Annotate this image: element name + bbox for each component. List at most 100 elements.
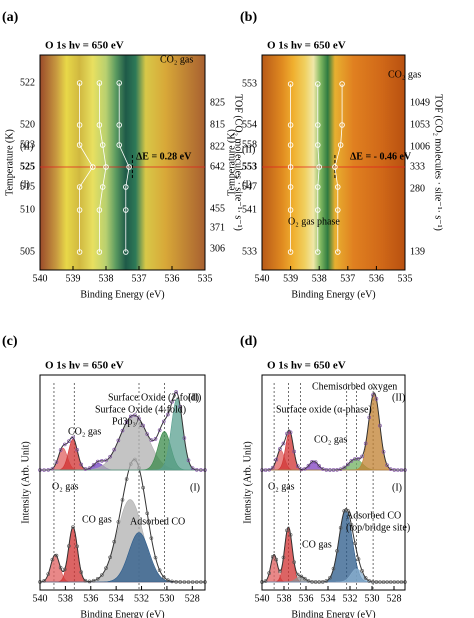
spectrum-point <box>182 436 187 440</box>
spectrum-point <box>360 569 364 573</box>
spectrum-point <box>100 459 104 463</box>
x-tick-label: 537 <box>340 273 355 284</box>
annotation: CO₂ gas <box>388 69 421 80</box>
spectrum-point <box>112 447 117 452</box>
spectrum-point <box>374 580 379 584</box>
spectrum-point <box>174 580 178 584</box>
trace-point <box>315 81 321 87</box>
spectrum-point <box>270 554 275 559</box>
spectrum-point <box>263 468 268 472</box>
spectrum-point <box>313 460 318 464</box>
spectrum-point <box>100 573 104 577</box>
y-tick-label: 533 <box>242 246 257 257</box>
y-tick-label: 505 <box>20 246 35 257</box>
y-tick-label: 547 <box>242 181 257 192</box>
trace-point <box>339 81 345 87</box>
spectrum-point <box>178 580 183 584</box>
trace-point <box>116 142 122 148</box>
annotation: O₂ gas phase <box>288 216 340 227</box>
spectrum-point <box>174 390 178 394</box>
annotation: Surface oxide (α-phase) <box>276 404 372 415</box>
annotation: (top/bridge site) <box>346 522 410 533</box>
trace-point <box>76 122 83 128</box>
x-tick-label: 530 <box>365 593 380 604</box>
trace-line <box>79 83 94 252</box>
y-axis-label: Temperature (K) <box>4 129 15 196</box>
spectrum-point <box>274 457 279 462</box>
x-tick-label: 536 <box>369 273 384 284</box>
spectrum-point <box>42 468 46 472</box>
y-tick-label: 520 <box>20 119 35 130</box>
spectrum-point <box>399 468 404 472</box>
trace-point <box>96 122 103 128</box>
x-tick-label: 534 <box>109 593 124 604</box>
spectrum-point <box>54 460 59 464</box>
x-axis-label: Binding Energy (eV) <box>80 289 164 300</box>
x-tick-label: 535 <box>198 273 213 284</box>
spectrum-point <box>128 414 133 419</box>
spectrum-point <box>288 430 293 435</box>
spectrum-point <box>62 567 67 572</box>
spectrum-point <box>299 574 304 579</box>
spectrum-point <box>278 447 282 451</box>
trace-point <box>287 81 294 87</box>
panel-title: O 1s hν = 650 eV <box>45 40 124 52</box>
spectrum-point <box>186 580 191 584</box>
spectrum-point <box>388 580 393 584</box>
spectrum-point <box>281 441 286 446</box>
spectrum-point <box>79 462 84 467</box>
spectrum-point <box>124 420 129 424</box>
spectrum-point <box>328 468 332 472</box>
annotation: Adsorbed CO <box>346 510 401 521</box>
x-tick-label: 528 <box>185 593 200 604</box>
spectrum-point <box>349 523 354 527</box>
trace-point <box>99 142 106 148</box>
spectrum-point <box>199 580 203 584</box>
trace-point <box>287 164 294 170</box>
y2-tick-label: 280 <box>410 183 425 194</box>
fit-envelope <box>262 392 405 471</box>
y-tick-label: 523 <box>20 139 35 150</box>
spectrum-point <box>194 580 199 584</box>
annotation: (II) <box>242 144 255 155</box>
trace-line <box>317 84 320 252</box>
spectrum-point <box>141 423 145 428</box>
spectrum-point <box>83 578 88 583</box>
spectrum-point <box>270 465 275 470</box>
annotation: (I) <box>242 179 252 190</box>
spectrum-point <box>108 555 112 560</box>
spectrum-point <box>166 578 170 582</box>
y-tick-label: 510 <box>20 204 35 215</box>
spectrum-point <box>75 544 79 549</box>
spectrum-point <box>353 541 357 545</box>
trace-point <box>287 142 294 148</box>
heatmap <box>39 54 206 271</box>
spectrum-point <box>349 459 354 463</box>
spectrum-point <box>157 568 162 572</box>
trace-point <box>123 207 129 213</box>
annotation: CO gas <box>302 539 332 550</box>
spectrum-point <box>116 520 121 524</box>
spectrum-point <box>356 456 361 461</box>
x-tick-label: 538 <box>312 273 327 284</box>
spectrum-point <box>46 468 51 472</box>
y-tick-label: 522 <box>20 77 35 88</box>
spectrum-point <box>331 468 336 472</box>
spectrum-point <box>281 555 286 560</box>
annotation: (I) <box>190 482 200 493</box>
x-tick-label: 534 <box>321 593 336 604</box>
spectrum-point <box>303 576 307 581</box>
trace-point <box>116 80 122 86</box>
spectrum-point <box>278 569 282 574</box>
spectrum-point <box>396 468 400 472</box>
spectrum-point <box>338 526 343 530</box>
annotation: (I) <box>392 482 402 493</box>
spectrum-point <box>67 544 71 548</box>
trace-point <box>287 122 294 128</box>
trace-point <box>103 164 109 170</box>
spectrum-point <box>399 580 404 584</box>
y2-axis-label: TOF (CO₂ molecules · site⁻¹· s⁻¹) <box>433 94 444 231</box>
spectrum-point <box>153 437 158 441</box>
x-tick-label: 540 <box>255 273 270 284</box>
spectrum-point <box>360 454 364 459</box>
